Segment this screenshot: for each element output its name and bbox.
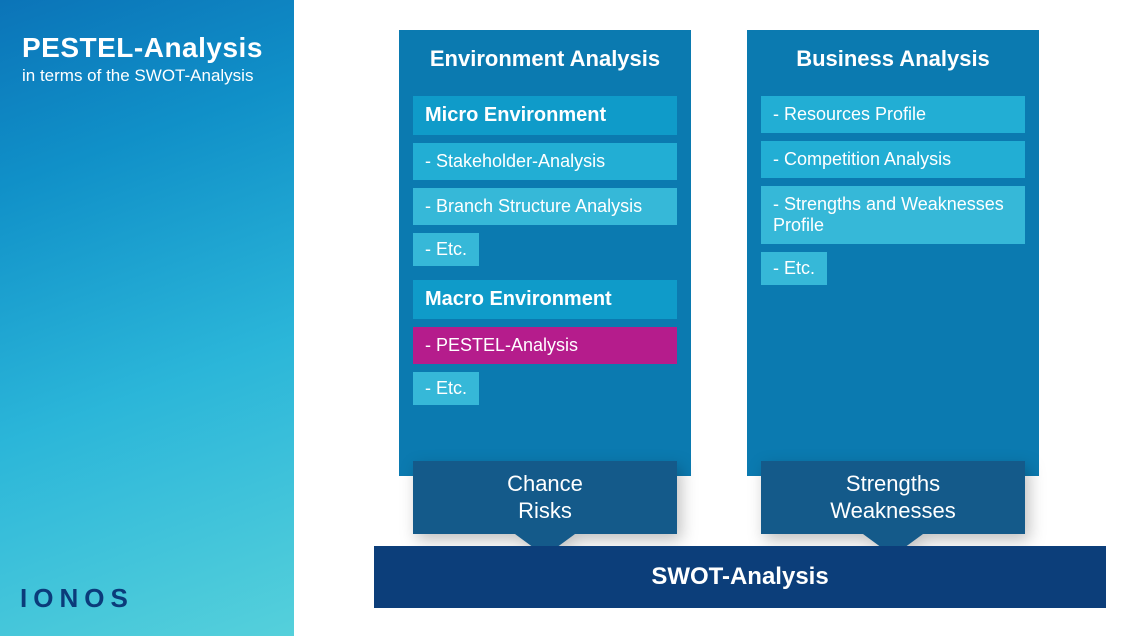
env-macro-etc: - Etc. (413, 372, 479, 405)
env-item-stakeholder: - Stakeholder-Analysis (413, 143, 677, 180)
environment-arrow-line2: Risks (413, 498, 677, 524)
biz-item-competition: - Competition Analysis (761, 141, 1025, 178)
business-arrow-line1: Strengths (761, 471, 1025, 497)
biz-etc: - Etc. (761, 252, 827, 285)
page-subtitle: in terms of the SWOT-Analysis (22, 66, 272, 86)
biz-item-strengths-weaknesses: - Strengths and Weaknesses Profile (761, 186, 1025, 244)
env-item-pestel: - PESTEL-Analysis (413, 327, 677, 364)
sidebar: PESTEL-Analysis in terms of the SWOT-Ana… (0, 0, 294, 636)
swot-bar: SWOT-Analysis (374, 546, 1106, 608)
biz-item-resources: - Resources Profile (761, 96, 1025, 133)
environment-arrow-body: Chance Risks (413, 461, 677, 534)
environment-arrow: Chance Risks (413, 461, 677, 556)
business-card: Business Analysis - Resources Profile - … (747, 30, 1039, 476)
page-title: PESTEL-Analysis (22, 32, 272, 64)
columns: Environment Analysis Micro Environment -… (374, 30, 1064, 476)
env-micro-etc: - Etc. (413, 233, 479, 266)
main-canvas: Environment Analysis Micro Environment -… (294, 0, 1142, 636)
environment-card: Environment Analysis Micro Environment -… (399, 30, 691, 476)
business-arrow: Strengths Weaknesses (761, 461, 1025, 556)
env-item-branch: - Branch Structure Analysis (413, 188, 677, 225)
macro-environment-head: Macro Environment (413, 280, 677, 319)
environment-card-title: Environment Analysis (413, 46, 677, 72)
business-arrow-body: Strengths Weaknesses (761, 461, 1025, 534)
environment-arrow-line1: Chance (413, 471, 677, 497)
business-arrow-line2: Weaknesses (761, 498, 1025, 524)
business-card-title: Business Analysis (761, 46, 1025, 72)
brand-logo: IONOS (20, 583, 134, 614)
micro-environment-head: Micro Environment (413, 96, 677, 135)
